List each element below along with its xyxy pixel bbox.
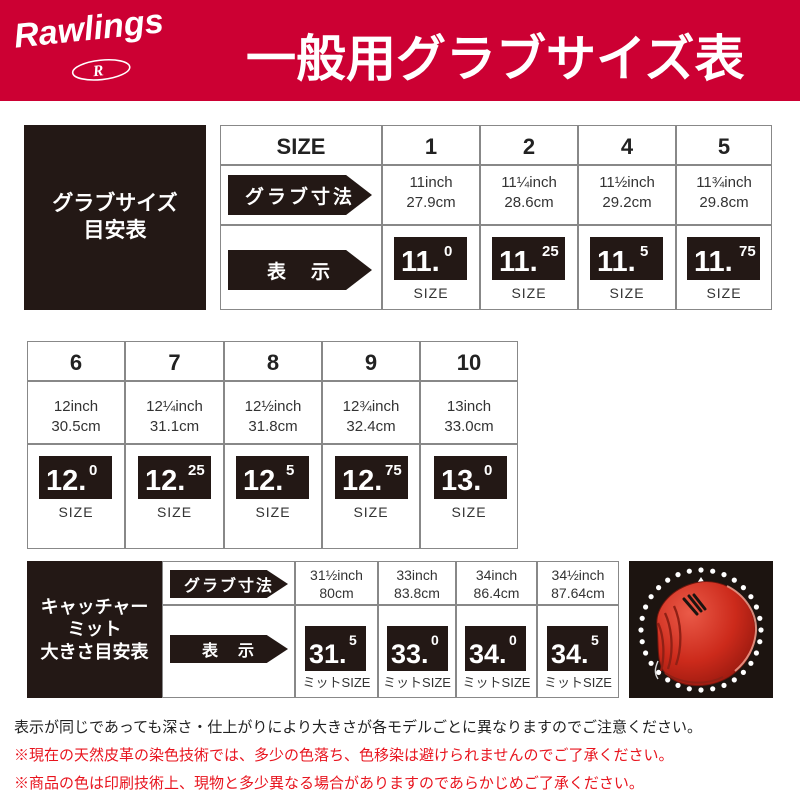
- svg-text:R: R: [91, 62, 104, 80]
- svg-text:Rawlings: Rawlings: [12, 7, 165, 56]
